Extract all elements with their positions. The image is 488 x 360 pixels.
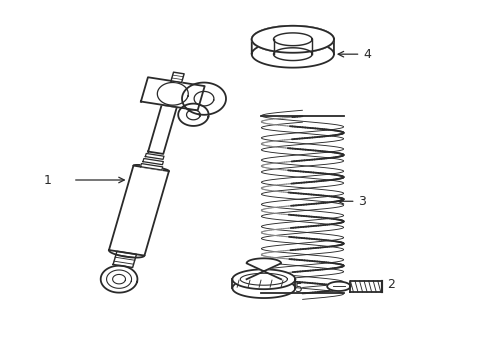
Text: 1: 1 (43, 174, 51, 186)
Polygon shape (326, 282, 350, 291)
Text: 2: 2 (386, 278, 394, 291)
Text: 4: 4 (362, 48, 370, 61)
Polygon shape (145, 153, 163, 159)
Polygon shape (171, 72, 184, 82)
Polygon shape (251, 39, 333, 68)
Polygon shape (251, 26, 333, 53)
Text: 3: 3 (357, 195, 365, 208)
Text: 5: 5 (295, 282, 303, 294)
Polygon shape (232, 269, 295, 289)
Polygon shape (101, 266, 137, 293)
Polygon shape (141, 77, 204, 111)
Polygon shape (142, 158, 163, 165)
Polygon shape (178, 104, 208, 126)
Polygon shape (182, 82, 225, 115)
Polygon shape (350, 281, 382, 292)
Polygon shape (232, 278, 295, 298)
Polygon shape (148, 105, 177, 154)
Polygon shape (113, 251, 136, 267)
Polygon shape (109, 166, 168, 256)
Polygon shape (246, 258, 281, 279)
Polygon shape (273, 33, 311, 46)
Polygon shape (251, 26, 333, 54)
Polygon shape (273, 48, 311, 60)
Polygon shape (140, 163, 163, 170)
